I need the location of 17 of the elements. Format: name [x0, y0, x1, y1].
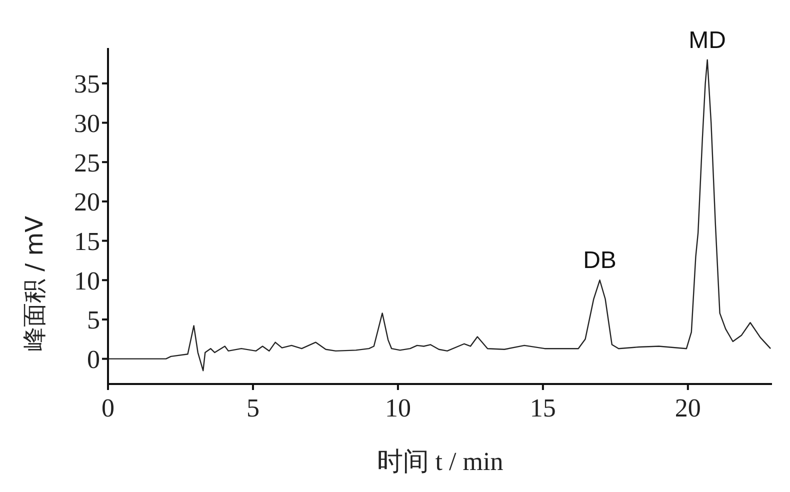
- x-tick-label: 5: [246, 393, 260, 422]
- y-tick-label: 10: [74, 266, 100, 296]
- y-tick-label: 15: [74, 227, 100, 256]
- x-tick-label: 20: [674, 393, 701, 422]
- x-axis-title: 时间 t / min: [376, 447, 504, 476]
- y-tick-label: 0: [87, 345, 100, 374]
- x-tick-label: 15: [530, 393, 556, 422]
- y-tick-label: 20: [74, 188, 100, 217]
- y-axis-title: 峰面积 / mV: [20, 215, 49, 352]
- annotation: MD: [688, 26, 726, 54]
- x-tick-label: 10: [384, 393, 411, 422]
- y-tick-label: 30: [74, 108, 100, 138]
- y-tick-label: 35: [74, 70, 100, 99]
- line-series: [108, 59, 772, 372]
- annotation: DB: [583, 247, 616, 274]
- y-tick-label: 25: [74, 148, 100, 178]
- y-tick-label: 5: [87, 306, 100, 335]
